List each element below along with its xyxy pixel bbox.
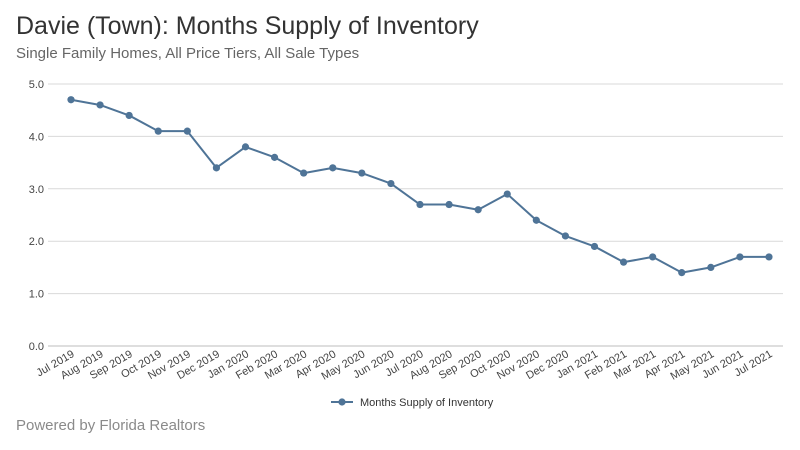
data-point[interactable] xyxy=(619,258,628,266)
data-point[interactable] xyxy=(765,253,773,261)
y-tick-label: 0.0 xyxy=(29,341,44,353)
chart-title: Davie (Town): Months Supply of Inventory xyxy=(16,12,479,40)
gridlines xyxy=(48,83,783,347)
data-point[interactable] xyxy=(707,263,715,271)
y-tick-label: 2.0 xyxy=(29,236,44,248)
data-point[interactable] xyxy=(96,101,104,109)
footer-credit: Powered by Florida Realtors xyxy=(16,417,206,434)
data-point[interactable] xyxy=(678,269,686,277)
legend-label[interactable]: Months Supply of Inventory xyxy=(360,397,494,409)
data-point[interactable] xyxy=(532,216,540,224)
data-point[interactable] xyxy=(358,169,366,177)
data-point[interactable] xyxy=(212,164,221,172)
data-point[interactable] xyxy=(649,253,657,261)
data-point[interactable] xyxy=(300,169,308,177)
data-point[interactable] xyxy=(125,111,133,120)
data-point[interactable] xyxy=(67,96,75,104)
data-point[interactable] xyxy=(561,232,570,240)
y-tick-label: 5.0 xyxy=(29,79,44,91)
data-point[interactable] xyxy=(445,200,453,209)
data-point[interactable] xyxy=(270,153,279,161)
data-point[interactable] xyxy=(241,143,250,151)
chart-subtitle: Single Family Homes, All Price Tiers, Al… xyxy=(16,45,360,62)
data-point[interactable] xyxy=(503,190,511,198)
data-point[interactable] xyxy=(590,242,599,251)
y-tick-label: 1.0 xyxy=(29,289,44,301)
data-point[interactable] xyxy=(736,253,744,261)
legend-marker-swatch xyxy=(338,398,346,406)
y-tick-label: 4.0 xyxy=(29,131,44,143)
data-point[interactable] xyxy=(329,164,337,172)
y-axis-ticks: 0.0 1.0 2.0 3.0 4.0 5.0 xyxy=(29,79,44,353)
series-months-supply xyxy=(67,96,773,277)
data-point[interactable] xyxy=(183,127,191,135)
legend[interactable]: Months Supply of Inventory xyxy=(331,397,494,409)
data-point[interactable] xyxy=(474,206,482,214)
series-line xyxy=(70,98,769,274)
y-tick-label: 3.0 xyxy=(29,184,44,196)
data-point[interactable] xyxy=(154,127,162,135)
data-point[interactable] xyxy=(416,200,424,209)
data-point[interactable] xyxy=(387,179,395,188)
